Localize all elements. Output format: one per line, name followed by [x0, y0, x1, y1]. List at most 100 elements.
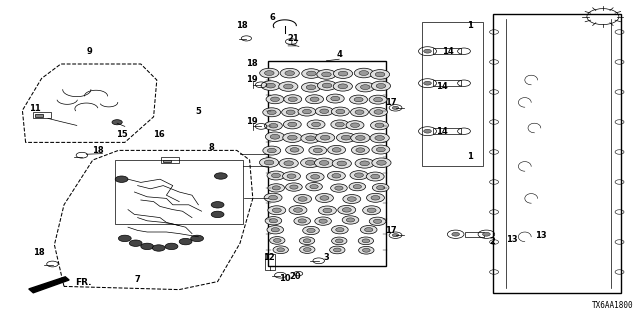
- Circle shape: [310, 97, 319, 101]
- Text: 8: 8: [209, 143, 214, 152]
- Circle shape: [273, 246, 289, 253]
- Circle shape: [376, 147, 385, 152]
- Bar: [465, 232, 484, 237]
- Circle shape: [376, 84, 386, 88]
- Circle shape: [333, 69, 353, 78]
- Circle shape: [369, 108, 387, 116]
- Circle shape: [483, 232, 490, 236]
- Circle shape: [341, 135, 351, 140]
- Circle shape: [332, 237, 347, 245]
- Circle shape: [191, 235, 204, 242]
- Circle shape: [354, 68, 373, 78]
- Text: 9: 9: [87, 47, 92, 56]
- Text: 18: 18: [236, 21, 248, 30]
- Circle shape: [118, 235, 131, 242]
- Circle shape: [279, 158, 298, 168]
- Text: 16: 16: [153, 130, 164, 139]
- Circle shape: [326, 94, 344, 103]
- Circle shape: [268, 184, 285, 192]
- Circle shape: [294, 208, 303, 212]
- Circle shape: [306, 136, 316, 141]
- Circle shape: [320, 109, 329, 114]
- Circle shape: [356, 148, 365, 152]
- Circle shape: [307, 71, 316, 76]
- Circle shape: [355, 110, 364, 114]
- Circle shape: [374, 110, 383, 114]
- Circle shape: [358, 246, 374, 254]
- Circle shape: [336, 228, 344, 232]
- Bar: [33, 112, 51, 118]
- Circle shape: [284, 120, 301, 129]
- Circle shape: [336, 109, 345, 114]
- Circle shape: [369, 217, 386, 226]
- Circle shape: [269, 124, 278, 128]
- Circle shape: [294, 217, 310, 225]
- Polygon shape: [29, 277, 69, 293]
- Circle shape: [264, 121, 282, 130]
- Circle shape: [342, 208, 351, 212]
- Circle shape: [289, 205, 307, 214]
- Text: 1: 1: [467, 21, 474, 30]
- Circle shape: [269, 236, 285, 244]
- Circle shape: [305, 160, 315, 165]
- Circle shape: [288, 97, 297, 101]
- Circle shape: [369, 95, 387, 104]
- Circle shape: [362, 239, 370, 243]
- Circle shape: [376, 160, 386, 165]
- Circle shape: [290, 148, 299, 152]
- Circle shape: [338, 84, 348, 89]
- Circle shape: [366, 172, 384, 181]
- Circle shape: [321, 135, 330, 140]
- Circle shape: [300, 246, 315, 253]
- Circle shape: [338, 205, 356, 214]
- Circle shape: [268, 148, 276, 153]
- Circle shape: [303, 109, 312, 114]
- Circle shape: [375, 123, 384, 128]
- Circle shape: [264, 160, 274, 165]
- Text: 18: 18: [92, 146, 104, 155]
- Circle shape: [306, 172, 324, 181]
- Circle shape: [375, 72, 385, 77]
- Circle shape: [277, 248, 285, 252]
- Circle shape: [349, 182, 365, 191]
- Circle shape: [452, 232, 460, 236]
- Circle shape: [287, 174, 296, 178]
- Circle shape: [267, 171, 285, 180]
- Circle shape: [367, 208, 376, 212]
- Circle shape: [351, 146, 369, 155]
- Bar: [161, 157, 179, 163]
- Circle shape: [269, 219, 278, 223]
- Circle shape: [328, 171, 346, 180]
- Circle shape: [309, 146, 327, 155]
- Circle shape: [371, 174, 380, 179]
- Circle shape: [342, 216, 359, 224]
- Circle shape: [280, 68, 300, 78]
- Circle shape: [263, 108, 281, 117]
- Circle shape: [392, 234, 399, 237]
- Circle shape: [316, 133, 335, 142]
- Circle shape: [141, 243, 154, 250]
- Circle shape: [349, 95, 367, 104]
- Circle shape: [263, 146, 281, 155]
- Circle shape: [346, 218, 355, 222]
- Text: 3: 3: [324, 253, 329, 262]
- Circle shape: [319, 206, 337, 215]
- Bar: [433, 48, 461, 54]
- Circle shape: [267, 226, 284, 234]
- Circle shape: [350, 171, 368, 180]
- Circle shape: [375, 136, 385, 140]
- Circle shape: [331, 120, 349, 129]
- Circle shape: [115, 176, 128, 182]
- Circle shape: [301, 69, 321, 78]
- Circle shape: [351, 108, 369, 116]
- Text: 12: 12: [263, 253, 275, 262]
- Circle shape: [339, 71, 348, 76]
- Circle shape: [332, 226, 348, 234]
- Bar: [115, 160, 243, 224]
- Circle shape: [332, 148, 341, 152]
- Circle shape: [312, 122, 321, 127]
- Circle shape: [278, 82, 298, 91]
- Circle shape: [271, 228, 280, 232]
- Circle shape: [355, 173, 364, 177]
- Circle shape: [270, 134, 280, 139]
